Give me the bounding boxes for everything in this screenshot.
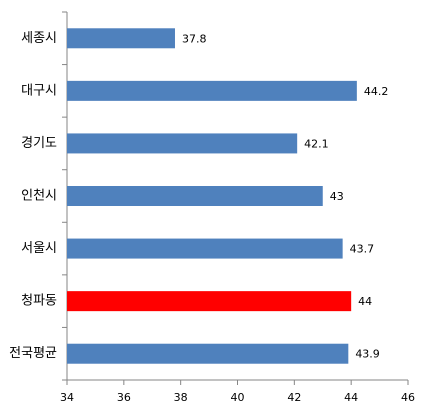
data-label: 43.7 xyxy=(350,243,375,256)
x-tick-label: 38 xyxy=(174,391,188,404)
data-label: 43 xyxy=(330,190,344,203)
y-tick-label: 대구시 xyxy=(21,83,57,98)
bar xyxy=(67,80,357,101)
bar xyxy=(67,291,352,312)
x-tick-label: 42 xyxy=(287,391,301,404)
x-tick-label: 34 xyxy=(60,391,74,404)
data-label: 43.9 xyxy=(355,348,380,361)
data-label: 44 xyxy=(358,295,372,308)
y-tick-label: 경기도 xyxy=(21,136,57,151)
bar xyxy=(67,343,349,364)
x-tick-label: 36 xyxy=(117,391,131,404)
y-tick-label: 청파동 xyxy=(21,294,57,309)
bar xyxy=(67,186,323,206)
x-tick-label: 40 xyxy=(231,391,245,404)
x-tick-label: 46 xyxy=(401,391,415,404)
data-label: 44.2 xyxy=(364,85,389,98)
y-tick-label: 인천시 xyxy=(21,189,57,204)
y-tick-label: 전국평균 xyxy=(9,346,57,361)
data-label: 37.8 xyxy=(182,32,207,45)
bar xyxy=(67,133,298,154)
y-tick-label: 서울시 xyxy=(21,241,57,256)
data-label: 42.1 xyxy=(304,137,329,150)
bar xyxy=(67,238,343,259)
bar xyxy=(67,28,175,49)
x-tick-label: 44 xyxy=(344,391,358,404)
y-tick-label: 세종시 xyxy=(21,31,57,46)
